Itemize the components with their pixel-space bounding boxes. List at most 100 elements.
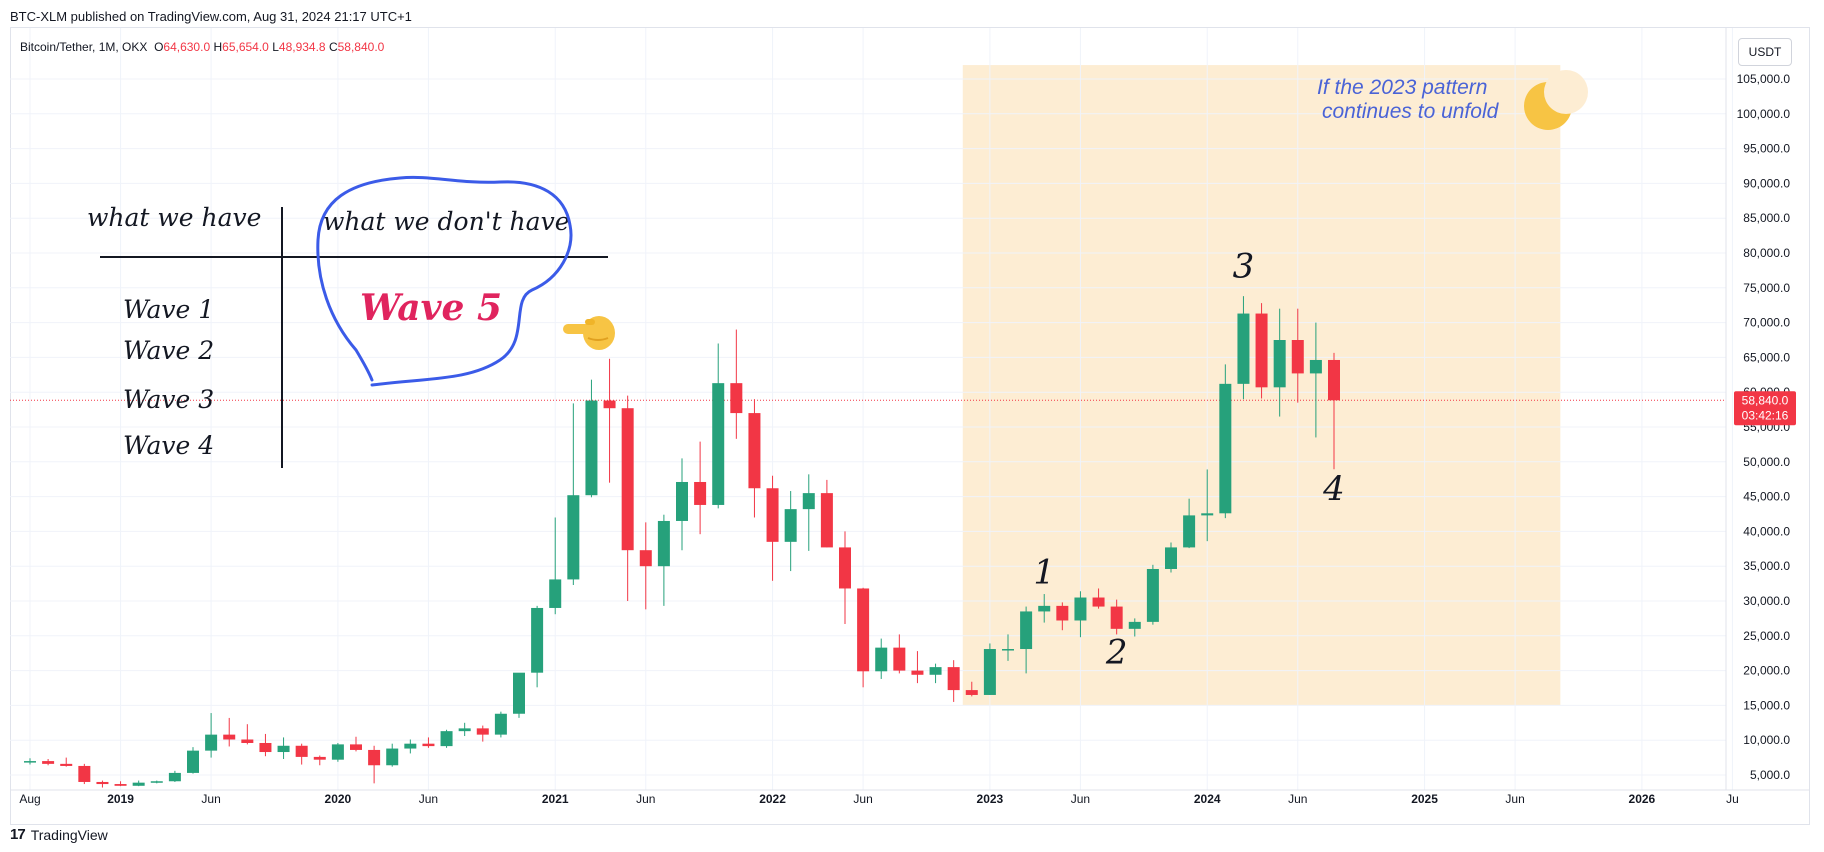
candle[interactable] [585, 379, 598, 498]
candle[interactable] [929, 663, 942, 684]
candle[interactable] [422, 737, 435, 748]
candle[interactable] [1165, 542, 1177, 573]
wave-label-4: 4 [1322, 469, 1345, 509]
candle-body [766, 488, 779, 542]
candle[interactable] [1056, 602, 1069, 631]
candle[interactable] [458, 722, 471, 737]
candle[interactable] [676, 458, 688, 551]
candle[interactable] [187, 747, 199, 774]
candle-body [440, 731, 453, 747]
candle[interactable] [223, 717, 236, 747]
footer-brand[interactable]: 17 TradingView [10, 826, 108, 843]
candle[interactable] [820, 479, 833, 548]
x-tick-label: Jun [636, 792, 655, 806]
candle[interactable] [494, 711, 507, 738]
candle-body [1237, 313, 1250, 384]
candle-body [513, 672, 525, 714]
tradingview-logo-icon: 17 [10, 826, 26, 843]
low-label: L [272, 40, 279, 54]
candle[interactable] [893, 634, 906, 674]
y-tick-label: 5,000.0 [1750, 768, 1790, 782]
candle[interactable] [476, 725, 489, 742]
candle[interactable] [295, 743, 308, 765]
candle[interactable] [1328, 352, 1340, 470]
candle[interactable] [712, 343, 725, 509]
candle[interactable] [784, 491, 797, 572]
candle[interactable] [1002, 634, 1014, 661]
candle-body [676, 481, 688, 521]
candle[interactable] [802, 474, 815, 551]
candle[interactable] [857, 587, 870, 688]
candle[interactable] [513, 672, 525, 718]
candle[interactable] [350, 736, 362, 752]
y-tick-label: 45,000.0 [1743, 490, 1790, 504]
wave-table-annotation: what we have what we don't have Wave 1 W… [87, 175, 608, 468]
candle[interactable] [1183, 498, 1196, 549]
candle[interactable] [241, 724, 254, 745]
candle[interactable] [313, 755, 326, 766]
candle[interactable] [1110, 599, 1123, 635]
candle[interactable] [404, 739, 417, 754]
candle-body [114, 784, 127, 786]
wave-label-3: 3 [1233, 246, 1255, 286]
candle[interactable] [965, 681, 978, 697]
candle-body [567, 495, 580, 580]
candle[interactable] [549, 517, 562, 615]
candle[interactable] [1309, 322, 1322, 438]
candle[interactable] [114, 781, 127, 787]
candle[interactable] [567, 403, 580, 585]
candle[interactable] [150, 780, 163, 784]
candle-body [168, 772, 181, 782]
candle[interactable] [205, 713, 218, 758]
candle[interactable] [1201, 469, 1214, 542]
candle[interactable] [1291, 308, 1304, 403]
candle[interactable] [766, 475, 779, 581]
candle[interactable] [277, 737, 290, 759]
open-value: 64,630.0 [163, 40, 211, 54]
candle-body [911, 670, 924, 675]
candle[interactable] [1038, 594, 1051, 623]
candle[interactable] [839, 531, 851, 624]
candle-body [1146, 568, 1159, 622]
candle[interactable] [24, 758, 36, 765]
candle-body [1020, 611, 1033, 650]
candle[interactable] [911, 651, 924, 684]
candle[interactable] [1146, 564, 1159, 625]
candle[interactable] [983, 643, 996, 695]
candle[interactable] [132, 780, 145, 787]
candle[interactable] [748, 399, 761, 518]
y-tick-label: 20,000.0 [1743, 664, 1790, 678]
candle[interactable] [1128, 618, 1141, 637]
candle[interactable] [1237, 296, 1250, 400]
candle[interactable] [1074, 591, 1087, 638]
candle[interactable] [168, 770, 181, 782]
candle[interactable] [875, 638, 888, 679]
candle[interactable] [60, 757, 73, 767]
candle[interactable] [531, 605, 544, 688]
candle[interactable] [694, 441, 707, 535]
candle[interactable] [603, 358, 616, 483]
table-have-item-2: Wave 2 [123, 336, 214, 365]
candle[interactable] [96, 780, 109, 788]
note-line-2: continues to unfold [1322, 100, 1500, 123]
candle[interactable] [1020, 606, 1033, 674]
candle[interactable] [78, 763, 91, 785]
candle[interactable] [1219, 364, 1232, 519]
currency-selector[interactable]: USDT [1738, 38, 1792, 66]
candle[interactable] [368, 745, 381, 784]
candle[interactable] [42, 758, 55, 766]
candle[interactable] [259, 733, 272, 757]
candle[interactable] [639, 522, 652, 610]
candle[interactable] [386, 743, 399, 767]
candle[interactable] [440, 729, 453, 748]
candle[interactable] [1273, 308, 1286, 417]
candle[interactable] [1255, 303, 1268, 399]
candle[interactable] [730, 329, 743, 439]
last-price-value: 58,840.0 [1742, 393, 1789, 407]
candle[interactable] [1092, 588, 1105, 609]
candle[interactable] [331, 742, 344, 762]
candle[interactable] [947, 660, 960, 702]
candle[interactable] [621, 395, 634, 601]
candle[interactable] [657, 514, 670, 606]
